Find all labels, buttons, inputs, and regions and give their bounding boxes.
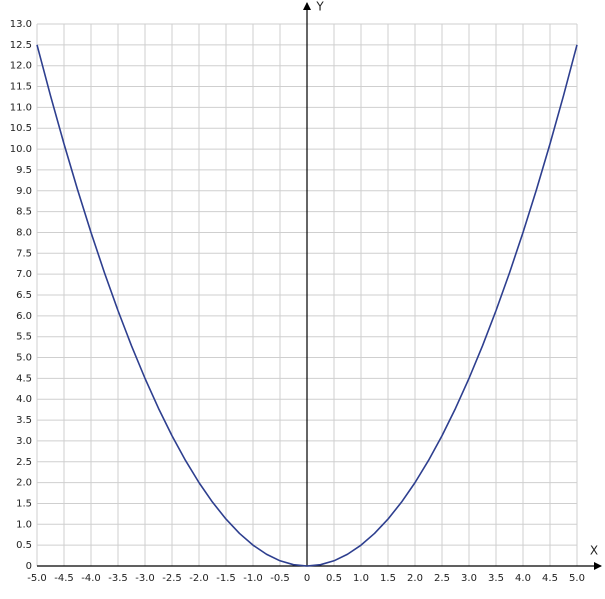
- y-tick-label: 1.0: [16, 519, 32, 530]
- x-tick-label: -2.0: [189, 573, 209, 584]
- y-tick-label: 13.0: [10, 19, 32, 30]
- x-tick-label: 0: [304, 573, 310, 584]
- x-tick-label: 1.5: [380, 573, 396, 584]
- x-tick-label: -0.5: [270, 573, 290, 584]
- x-tick-label: 2.5: [434, 573, 450, 584]
- y-tick-label: 0: [26, 561, 32, 572]
- x-tick-label: 1.0: [353, 573, 369, 584]
- x-tick-label: -1.0: [243, 573, 263, 584]
- y-tick-label: 11.5: [10, 82, 32, 93]
- y-tick-label: 10.0: [10, 144, 32, 155]
- x-tick-label: -1.5: [216, 573, 236, 584]
- x-tick-label: -2.5: [162, 573, 182, 584]
- y-tick-label: 9.0: [16, 186, 32, 197]
- y-tick-label: 7.0: [16, 269, 32, 280]
- x-tick-label: 4.0: [515, 573, 531, 584]
- y-tick-label: 5.5: [16, 332, 32, 343]
- y-tick-label: 11.0: [10, 102, 32, 113]
- y-tick-label: 3.0: [16, 436, 32, 447]
- x-tick-label: -3.0: [135, 573, 155, 584]
- curve: [36, 44, 578, 567]
- y-tick-label: 2.5: [16, 457, 32, 468]
- x-tick-label: 0.5: [326, 573, 342, 584]
- x-tick-label: 5.0: [569, 573, 585, 584]
- x-tick-label: -3.5: [108, 573, 128, 584]
- y-axis-label: Y: [315, 0, 324, 14]
- x-tick-label: -4.5: [54, 573, 74, 584]
- y-tick-label: 4.5: [16, 373, 32, 384]
- y-tick-label: 3.5: [16, 415, 32, 426]
- x-tick-label: 2.0: [407, 573, 423, 584]
- y-tick-label: 8.5: [16, 207, 32, 218]
- x-tick-label: 3.0: [461, 573, 477, 584]
- y-tick-label: 10.5: [10, 123, 32, 134]
- y-tick-label: 7.5: [16, 248, 32, 259]
- x-axis-label: X: [590, 544, 598, 558]
- y-tick-label: 12.5: [10, 40, 32, 51]
- y-tick-label: 6.5: [16, 290, 32, 301]
- y-tick-label: 9.5: [16, 165, 32, 176]
- y-tick-label: 8.0: [16, 227, 32, 238]
- y-tick-label: 5.0: [16, 353, 32, 364]
- y-tick-label: 6.0: [16, 311, 32, 322]
- y-tick-label: 1.5: [16, 498, 32, 509]
- x-tick-label: -4.0: [81, 573, 101, 584]
- y-tick-label: 2.0: [16, 478, 32, 489]
- x-tick-label: -5.0: [27, 573, 47, 584]
- y-tick-label: 4.0: [16, 394, 32, 405]
- x-tick-label: 3.5: [488, 573, 504, 584]
- x-tick-label: 4.5: [542, 573, 558, 584]
- y-tick-label: 12.0: [10, 61, 32, 72]
- y-tick-label: 0.5: [16, 540, 32, 551]
